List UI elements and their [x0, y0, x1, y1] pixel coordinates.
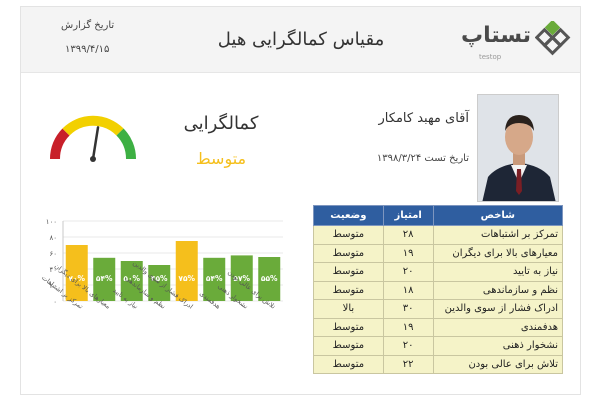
gauge-hub: [90, 156, 96, 162]
table-header-row: شاخص امتیاز وضعیت: [313, 205, 564, 226]
bar: [148, 265, 171, 301]
profile-photo: [477, 94, 559, 202]
bar-value-label: ۷۰%: [68, 274, 85, 283]
brand-logo[interactable]: تستاپ testop: [461, 17, 573, 65]
table-row: تلاش برای عالی بودن ۲۲ متوسط: [313, 354, 564, 374]
cell-status: متوسط: [313, 354, 384, 374]
bar: [175, 241, 198, 301]
cell-trait: تمرکز بر اشتباهات: [432, 225, 564, 245]
cell-score: ۳۰: [382, 299, 434, 319]
gauge-low-arc: [49, 128, 70, 160]
y-tick-label: ۱۰۰: [46, 218, 57, 226]
cell-score: ۲۸: [382, 225, 434, 245]
trait-title: کمالگرایی: [183, 113, 259, 134]
bar-value-label: ۵۰%: [123, 274, 140, 283]
logo-text: تستاپ: [461, 23, 531, 48]
table-row: ادراک فشار از سوی والدین ۳۰ بالا: [313, 299, 564, 319]
table-row: هدفمندی ۱۹ متوسط: [313, 317, 564, 337]
y-tick-label: ۴۰: [49, 266, 57, 274]
cell-trait: نشخوار ذهنی: [432, 336, 564, 356]
cell-score: ۲۲: [382, 354, 434, 374]
cell-trait: ادراک فشار از سوی والدین: [432, 299, 564, 319]
header-status: وضعیت: [313, 205, 384, 226]
y-tick-label: ۰: [53, 298, 57, 306]
bar-value-label: ۵۴%: [206, 274, 223, 283]
y-tick-label: ۲۰: [49, 282, 57, 290]
cell-status: بالا: [313, 299, 384, 319]
bar: [120, 261, 143, 301]
cell-status: متوسط: [313, 225, 384, 245]
gauge-needle: [91, 126, 100, 161]
bar-value-label: ۵۷%: [233, 274, 250, 283]
cell-score: ۱۹: [382, 317, 434, 337]
cell-score: ۲۰: [382, 336, 434, 356]
report-header: تاریخ گزارش ۱۳۹۹/۴/۱۵ مقیاس کمالگرایی هی…: [21, 7, 580, 73]
report-date-value: ۱۳۹۹/۴/۱۵: [65, 44, 110, 55]
table-row: معیارهای بالا برای دیگران ۱۹ متوسط: [313, 243, 564, 263]
trait-level: متوسط: [195, 149, 247, 168]
cell-status: متوسط: [313, 262, 384, 282]
table-row: تمرکز بر اشتباهات ۲۸ متوسط: [313, 225, 564, 245]
cell-trait: نیاز به تایید: [432, 262, 564, 282]
bar: [230, 255, 253, 301]
logo-subtext: testop: [479, 53, 502, 61]
cell-trait: تلاش برای عالی بودن: [432, 354, 564, 374]
person-avatar-icon: [478, 95, 558, 201]
cell-score: ۱۹: [382, 243, 434, 263]
page-title: مقیاس کمالگرایی هیل: [217, 29, 385, 50]
y-tick-label: ۸۰: [49, 234, 57, 242]
bar-value-label: ۴۵%: [151, 274, 168, 283]
report-date-label: تاریخ گزارش: [61, 20, 115, 31]
cell-score: ۲۰: [382, 262, 434, 282]
score-table: شاخص امتیاز وضعیت تمرکز بر اشتباهات ۲۸ متو…: [313, 205, 564, 374]
person-name: آقای مهبد کامکار: [378, 111, 469, 126]
gauge-high-arc: [116, 128, 137, 160]
cell-trait: هدفمندی: [432, 317, 564, 337]
bar: [93, 257, 116, 301]
bar-value-label: ۵۵%: [261, 274, 278, 283]
header-trait: شاخص: [432, 205, 564, 226]
bar: [203, 257, 226, 301]
header-score: امتیاز: [382, 205, 434, 226]
cell-status: متوسط: [313, 243, 384, 263]
cell-score: ۱۸: [382, 280, 434, 300]
logo-mark-icon: [535, 21, 571, 56]
bar: [65, 245, 88, 301]
cell-trait: معیارهای بالا برای دیگران: [432, 243, 564, 263]
cell-trait: نظم و سازماندهی: [432, 280, 564, 300]
table-row: نظم و سازماندهی ۱۸ متوسط: [313, 280, 564, 300]
table-row: نیاز به تایید ۲۰ متوسط: [313, 262, 564, 282]
report-card: تاریخ گزارش ۱۳۹۹/۴/۱۵ مقیاس کمالگرایی هی…: [20, 6, 581, 395]
bar: [258, 257, 281, 301]
cell-status: متوسط: [313, 336, 384, 356]
score-gauge: [49, 115, 137, 162]
y-tick-label: ۶۰: [49, 250, 57, 258]
cell-status: متوسط: [313, 280, 384, 300]
gauge-mid-arc: [62, 115, 124, 136]
table-row: نشخوار ذهنی ۲۰ متوسط: [313, 336, 564, 356]
bar-value-label: ۵۴%: [96, 274, 113, 283]
cell-status: متوسط: [313, 317, 384, 337]
bar-value-label: ۷۵%: [178, 274, 195, 283]
test-date: تاریخ تست ۱۳۹۸/۳/۲۴: [376, 153, 469, 164]
